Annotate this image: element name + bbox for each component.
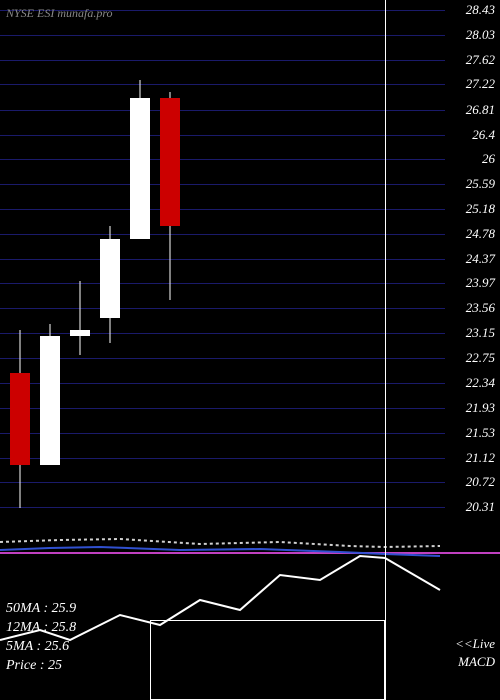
y-axis-label: 28.03	[466, 27, 495, 43]
grid-line	[0, 482, 445, 483]
ma50-label: 50MA : 25.9	[6, 600, 76, 619]
grid-line	[0, 383, 445, 384]
candle	[100, 0, 120, 520]
grid-line	[0, 333, 445, 334]
y-axis-label: 23.97	[466, 275, 495, 291]
grid-line	[0, 184, 445, 185]
y-axis-label: 23.56	[466, 300, 495, 316]
grid-line	[0, 507, 445, 508]
macd-panel: <<Live MACD 50MA : 25.9 12MA : 25.8 5MA …	[0, 520, 500, 700]
grid-line	[0, 458, 445, 459]
macd-label: MACD	[458, 654, 495, 670]
live-label: <<Live	[455, 636, 495, 652]
grid-line	[0, 35, 445, 36]
grid-line	[0, 433, 445, 434]
y-axis-label: 24.78	[466, 226, 495, 242]
ma5-label: 5MA : 25.6	[6, 638, 76, 657]
y-axis-label: 20.31	[466, 499, 495, 515]
y-axis-label: 25.59	[466, 176, 495, 192]
grid-line	[0, 283, 445, 284]
ticker-label: NYSE ESI munafa.pro	[6, 6, 113, 21]
y-axis-label: 22.75	[466, 350, 495, 366]
y-axis-label: 26	[482, 151, 495, 167]
macd-box-outline	[150, 620, 385, 700]
y-axis-label: 21.93	[466, 400, 495, 416]
grid-line	[0, 358, 445, 359]
candle	[70, 0, 90, 520]
candle	[40, 0, 60, 520]
price-label: Price : 25	[6, 657, 76, 676]
y-axis-label: 27.22	[466, 76, 495, 92]
y-axis-label: 21.12	[466, 450, 495, 466]
candle	[130, 0, 150, 520]
ma-info: 50MA : 25.9 12MA : 25.8 5MA : 25.6 Price…	[6, 600, 76, 676]
grid-line	[0, 234, 445, 235]
grid-line	[0, 259, 445, 260]
grid-line	[0, 159, 445, 160]
time-marker	[385, 0, 386, 700]
y-axis-label: 22.34	[466, 375, 495, 391]
y-axis-label: 24.37	[466, 251, 495, 267]
candle	[10, 0, 30, 520]
price-panel: 28.43 28.03 27.62 27.22 26.81 26.4 26 25.59 25.1…	[0, 0, 500, 520]
grid-line	[0, 408, 445, 409]
grid-line	[0, 110, 445, 111]
grid-line	[0, 60, 445, 61]
grid-line	[0, 209, 445, 210]
candle	[160, 0, 180, 520]
y-axis-label: 21.53	[466, 425, 495, 441]
stock-chart: 28.43 28.03 27.62 27.22 26.81 26.4 26 25.59 25.1…	[0, 0, 500, 700]
y-axis-label: 26.4	[472, 127, 495, 143]
y-axis-label: 26.81	[466, 102, 495, 118]
y-axis-label: 27.62	[466, 52, 495, 68]
y-axis-label: 25.18	[466, 201, 495, 217]
grid-line	[0, 135, 445, 136]
grid-line	[0, 308, 445, 309]
grid-line	[0, 84, 445, 85]
ma12-label: 12MA : 25.8	[6, 619, 76, 638]
y-axis-label: 20.72	[466, 474, 495, 490]
y-axis-label: 28.43	[466, 2, 495, 18]
y-axis-label: 23.15	[466, 325, 495, 341]
